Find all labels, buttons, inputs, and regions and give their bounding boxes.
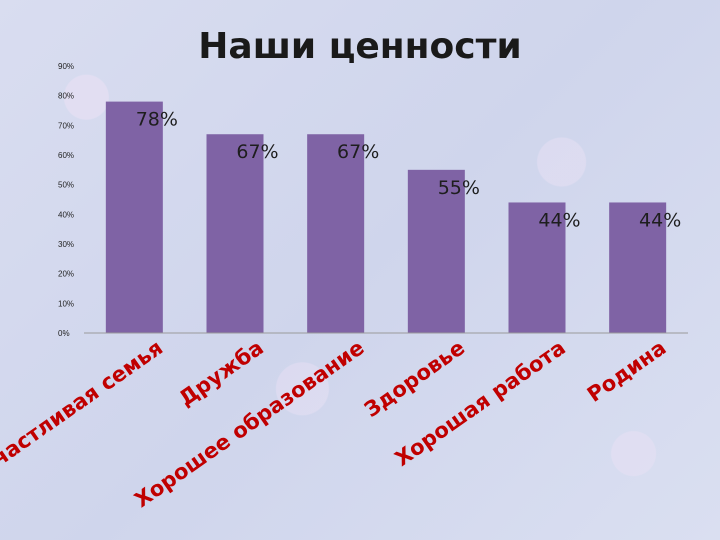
- data-labels: 78% 67% 67% 55% 44% 44%: [136, 109, 682, 232]
- bar: [307, 134, 365, 333]
- bar: [609, 202, 667, 333]
- bar: [105, 101, 163, 333]
- category-label: Дружба: [175, 335, 268, 410]
- bar: [508, 202, 566, 333]
- y-tick-label: 90%: [58, 62, 74, 71]
- data-label: 44%: [538, 209, 580, 231]
- y-tick-label: 20%: [58, 270, 74, 279]
- data-label: 44%: [639, 209, 681, 231]
- y-tick-label: 0%: [58, 329, 70, 338]
- category-label: Хорошая работа: [391, 335, 570, 471]
- y-axis: 0% 10% 20% 30% 40% 50% 60% 70% 80% 90%: [58, 62, 74, 338]
- data-label: 55%: [438, 177, 480, 199]
- bar: [206, 134, 264, 333]
- y-tick-label: 40%: [58, 210, 74, 219]
- y-tick-label: 80%: [58, 92, 74, 101]
- category-label: Счастливая семья: [0, 335, 167, 479]
- bar: [407, 169, 465, 333]
- y-tick-label: 70%: [58, 121, 74, 130]
- data-label: 67%: [236, 141, 278, 163]
- data-label: 67%: [337, 141, 379, 163]
- y-tick-label: 10%: [58, 299, 74, 308]
- data-label: 78%: [136, 109, 178, 131]
- y-tick-label: 30%: [58, 240, 74, 249]
- bars: [105, 101, 667, 333]
- y-tick-label: 60%: [58, 151, 74, 160]
- category-label: Родина: [583, 335, 671, 406]
- y-tick-label: 50%: [58, 181, 74, 190]
- chart-title: Наши ценности: [198, 26, 521, 67]
